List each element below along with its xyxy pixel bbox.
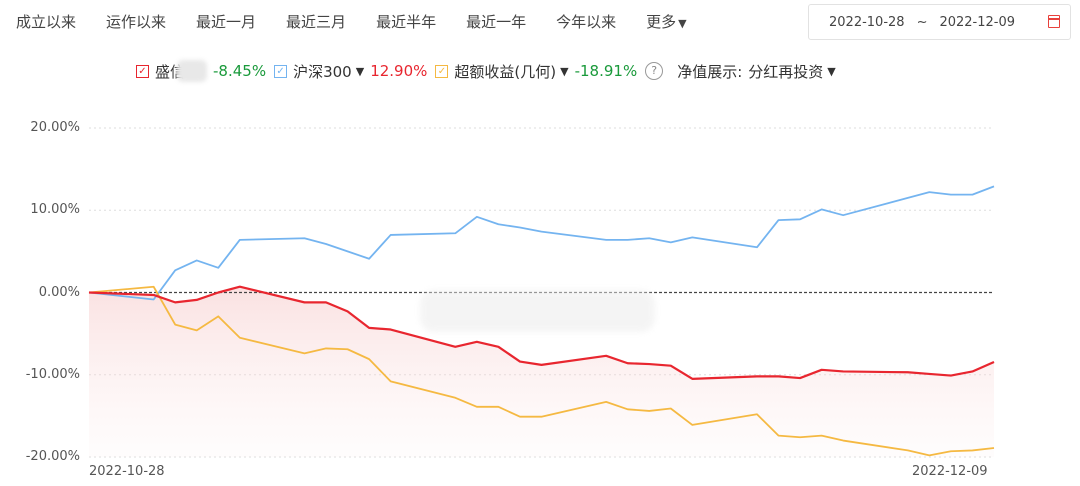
legend-excess[interactable]: ✓ 超额收益(几何) ▼ -18.91% — [435, 61, 637, 82]
benchmark-name: 沪深300 — [293, 62, 352, 81]
benchmark-return: 12.90% — [370, 62, 428, 80]
tab-last-half-year[interactable]: 最近半年 — [376, 13, 437, 31]
tab-last-3-months[interactable]: 最近三月 — [286, 13, 347, 31]
more-label: 更多 — [646, 13, 677, 31]
nav-display-label: 净值展示: — [677, 62, 743, 81]
y-tick-label: 20.00% — [30, 120, 80, 135]
excess-return: -18.91% — [574, 62, 638, 80]
checkbox-icon[interactable]: ✓ — [274, 64, 288, 78]
start-date[interactable]: 2022-10-28 — [829, 14, 905, 30]
end-date[interactable]: 2022-12-09 — [939, 14, 1016, 30]
date-range-picker[interactable]: 2022-10-28 ~ 2022-12-09 — [808, 4, 1071, 40]
period-tabs: 成立以来 运作以来 最近一月 最近三月 最近半年 最近一年 今年以来 更多 ▼ — [16, 11, 717, 32]
x-tick-label: 2022-12-09 — [912, 464, 988, 479]
legend-fund[interactable]: ✓ 盛信 -8.45% — [136, 60, 266, 82]
tab-last-month[interactable]: 最近一月 — [196, 13, 257, 31]
y-tick-label: 10.00% — [30, 202, 80, 217]
watermark — [420, 290, 655, 332]
caret-down-icon: ▼ — [678, 17, 687, 30]
date-separator: ~ — [916, 14, 928, 30]
y-tick-label: 0.00% — [38, 285, 80, 300]
fund-return: -8.45% — [213, 62, 267, 80]
fund-area — [89, 286, 994, 457]
nav-display-value[interactable]: 分红再投资 — [748, 62, 824, 81]
tab-since-operation[interactable]: 运作以来 — [106, 13, 167, 31]
caret-down-icon[interactable]: ▼ — [560, 64, 569, 78]
caret-down-icon[interactable]: ▼ — [355, 64, 365, 78]
checkbox-icon[interactable]: ✓ — [136, 64, 149, 78]
checkbox-icon[interactable]: ✓ — [435, 64, 449, 78]
y-tick-label: -20.00% — [25, 449, 80, 464]
tab-last-year[interactable]: 最近一年 — [466, 13, 527, 31]
question-circle-icon[interactable]: ? — [645, 62, 664, 80]
series-line-沪深300 — [88, 185, 995, 301]
more-dropdown[interactable]: 更多 ▼ — [646, 11, 686, 32]
legend-benchmark[interactable]: ✓ 沪深300 ▼ 12.90% — [274, 61, 427, 82]
blurred-name — [177, 60, 208, 82]
x-tick-label: 2022-10-28 — [89, 464, 165, 479]
tab-since-inception[interactable]: 成立以来 — [16, 13, 77, 31]
tab-ytd[interactable]: 今年以来 — [556, 13, 617, 31]
caret-down-icon[interactable]: ▼ — [827, 64, 836, 78]
excess-name: 超额收益(几何) — [454, 62, 557, 81]
calendar-icon[interactable] — [1048, 15, 1060, 28]
legend: ✓ 盛信 -8.45% ✓ 沪深300 ▼ 12.90% ✓ 超额收益(几何) … — [136, 60, 836, 82]
y-tick-label: -10.00% — [25, 367, 80, 382]
